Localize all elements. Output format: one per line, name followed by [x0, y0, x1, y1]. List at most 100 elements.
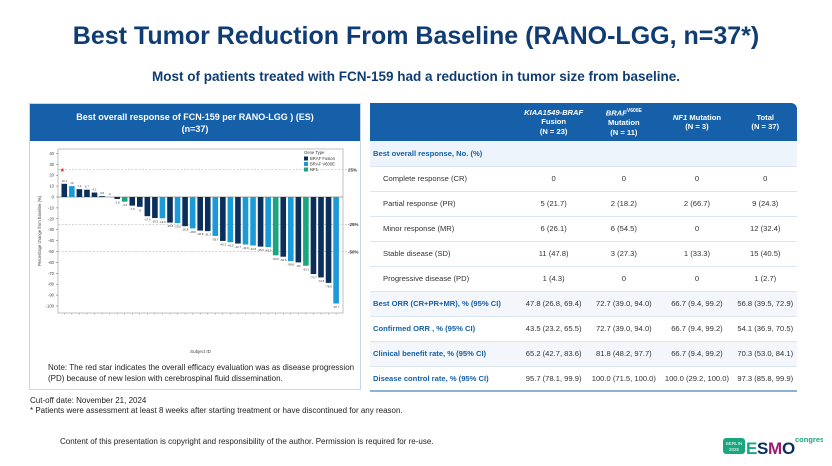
- cutoff-date: Cut-off date: November 21, 2024: [30, 396, 147, 405]
- reference-line-label: -25%: [348, 222, 359, 227]
- y-tick-label: 10: [49, 184, 54, 189]
- y-tick-label: -100: [46, 304, 55, 309]
- bar-value-label: -35.7: [212, 237, 219, 241]
- bar: [197, 197, 203, 231]
- bar: [99, 196, 105, 197]
- bar: [235, 197, 241, 244]
- esmo-congress-logo: BERLIN 2025 E S M O congress: [723, 435, 823, 457]
- table-row: Minor response (MR) 6 (26.1) 6 (54.5) 0 12 (…: [370, 216, 797, 242]
- bar-value-label: -54.8: [280, 258, 287, 262]
- legend-entry: BRAF Fusion: [310, 156, 336, 161]
- bar: [220, 197, 226, 241]
- slide-subtitle: Most of patients treated with FCN-159 ha…: [151, 69, 681, 84]
- legend-swatch: [304, 162, 308, 166]
- bar-value-label: -60: [296, 264, 300, 268]
- column-header: KIAA1549-BRAF Fusion (N = 23): [520, 103, 588, 141]
- bar: [84, 189, 90, 197]
- panel-n: (n=37): [181, 124, 209, 134]
- y-tick-label: -30: [48, 227, 55, 232]
- table-cell: 2 (18.2): [587, 191, 661, 217]
- svg-text:BERLIN: BERLIN: [726, 441, 742, 446]
- table-cell: 6 (26.1): [520, 216, 588, 242]
- table-cell: 95.7 (78.1, 99.9): [520, 366, 588, 392]
- table-cell: 56.8 (39.5, 72.9): [733, 291, 797, 317]
- table-cell: 100.0 (71.5, 100.0): [587, 366, 661, 392]
- waterfall-chart: 403020100-10-20-30-40-50-60-70-80-90-100…: [37, 148, 359, 354]
- table-cell: 70.3 (53.0, 84.1): [733, 341, 797, 367]
- chart-note: Note: The red star indicates the overall…: [48, 363, 355, 383]
- table-row: Complete response (CR) 0 0 0 0: [370, 166, 797, 192]
- plot-frame: [57, 148, 344, 314]
- table-row: Clinical benefit rate, % (95% CI) 65.2 (4…: [370, 341, 797, 367]
- y-axis-label: Percentage change from baseline (%): [37, 195, 42, 266]
- y-tick-label: 40: [49, 151, 54, 156]
- bar-value-label: -45.5: [257, 248, 264, 252]
- row-label: Complete response (CR): [370, 166, 520, 192]
- slide-title: Best Tumor Reduction From Baseline (RANO…: [72, 22, 760, 50]
- bar-value-label: -1.8: [115, 200, 120, 204]
- bar: [137, 197, 143, 207]
- bar-value-label: -40.3: [220, 242, 227, 246]
- row-label: Minor response (MR): [370, 216, 520, 242]
- reference-line-label: 25%: [348, 168, 357, 173]
- bar-value-label: -17.6: [144, 218, 151, 222]
- bar: [167, 197, 173, 223]
- panel-header: Best overall response of FCN-159 per RAN…: [30, 104, 360, 141]
- y-tick-label: -80: [48, 282, 55, 287]
- table-cell: 3 (27.3): [587, 241, 661, 267]
- bar-value-label: -23.5: [167, 224, 174, 228]
- red-star-icon: ★: [60, 167, 65, 174]
- bar: [144, 197, 151, 217]
- bar: [250, 197, 256, 246]
- bar-value-label: -41.5: [227, 244, 234, 248]
- table-cell: 97.3 (85.8, 99.9): [733, 366, 797, 392]
- table-cell: 0: [733, 166, 797, 192]
- table-cell: 1 (4.3): [520, 266, 588, 292]
- bar-value-label: -73.8: [318, 279, 325, 283]
- bar: [265, 197, 271, 248]
- header-line2: Mutation: [608, 118, 640, 128]
- table-cell: 43.5 (23.2, 65.5): [520, 316, 588, 342]
- bar-value-label: -58.8: [288, 263, 295, 267]
- bar-value-label: -19.3: [152, 220, 159, 224]
- bar: [318, 197, 324, 278]
- bar-value-label: -9: [139, 208, 142, 212]
- bar-value-label: -97.7: [333, 305, 340, 309]
- table-cell: 47.8 (26.8, 69.4): [520, 291, 588, 317]
- y-tick-label: -10: [48, 205, 55, 210]
- bar: [242, 197, 249, 245]
- table-cell: 100.0 (29.2, 100.0): [660, 366, 734, 392]
- table-row: Best ORR (CR+PR+MR), % (95% CI) 47.8 (26.…: [370, 291, 797, 317]
- table-cell: 0: [587, 166, 661, 192]
- bar-value-label: -19.5: [159, 220, 166, 224]
- response-table: KIAA1549-BRAF Fusion (N = 23) BRAFV600E Muta…: [370, 103, 797, 392]
- bar-value-label: -23.9: [174, 225, 181, 229]
- bar-value-label: -26.8: [182, 228, 189, 232]
- bar: [114, 197, 120, 199]
- bar-value-label: -4.3: [122, 203, 127, 207]
- row-label: Confirmed ORR , % (95% CI): [370, 316, 520, 342]
- table-cell: 66.7 (9.4, 99.2): [660, 291, 734, 317]
- legend-entry: BRAF V600E: [310, 162, 335, 167]
- bar-value-label: -43.6: [242, 246, 249, 250]
- table-cell: 6 (54.5): [587, 216, 661, 242]
- bar: [227, 197, 234, 243]
- bar: [174, 197, 181, 224]
- bar: [280, 197, 287, 257]
- bar: [325, 197, 332, 283]
- svg-text:O: O: [782, 439, 795, 457]
- bar: [204, 197, 211, 232]
- y-tick-label: -40: [48, 238, 55, 243]
- table-row: Disease control rate, % (95% CI) 95.7 (78…: [370, 366, 797, 392]
- table-cell: 0: [660, 216, 734, 242]
- table-cell: 2 (66.7): [660, 191, 734, 217]
- bar-value-label: -44.5: [250, 247, 257, 251]
- bar: [333, 197, 339, 304]
- table-cell: 72.7 (39.0, 94.0): [587, 291, 661, 317]
- bar-value-label: 4.1: [93, 188, 97, 192]
- bar-value-label: -28.8: [189, 230, 196, 234]
- table-cell: 1 (33.3): [660, 241, 734, 267]
- table-cell: 54.1 (36.9, 70.5): [733, 316, 797, 342]
- bar-value-label: -78.8: [325, 284, 332, 288]
- section-label: Best overall response, No. (%): [370, 141, 797, 167]
